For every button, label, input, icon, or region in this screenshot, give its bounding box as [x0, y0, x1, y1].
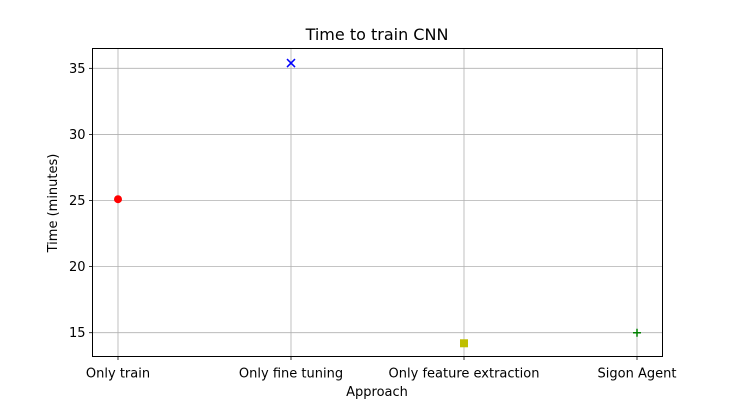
y-axis-ticks: 15 20 25 30 35	[69, 62, 93, 341]
grid	[92, 48, 663, 357]
y-tick-label: 35	[69, 62, 86, 77]
x-axis-label: Approach	[346, 385, 408, 400]
chart-title: Time to train CNN	[305, 25, 449, 44]
y-axis-label: Time (minutes)	[46, 154, 61, 254]
data-points	[114, 58, 641, 348]
x-tick-label: Only train	[86, 367, 150, 382]
plot-frame	[92, 48, 663, 357]
y-tick-label: 25	[69, 194, 86, 209]
x-axis-ticks: Only train Only fine tuning Only feature e…	[86, 356, 677, 382]
data-point-only-fine-tuning	[286, 58, 296, 68]
x-tick-label: Sigon Agent	[598, 367, 677, 382]
x-tick-label: Only fine tuning	[239, 367, 343, 382]
data-point-sigon-agent	[633, 328, 641, 337]
data-point-only-feature-extraction	[460, 339, 468, 348]
x-tick-label: Only feature extraction	[389, 367, 540, 382]
data-point-only-train	[114, 195, 122, 204]
y-tick-label: 15	[69, 326, 86, 341]
y-tick-label: 30	[69, 128, 86, 143]
y-tick-label: 20	[69, 260, 86, 275]
